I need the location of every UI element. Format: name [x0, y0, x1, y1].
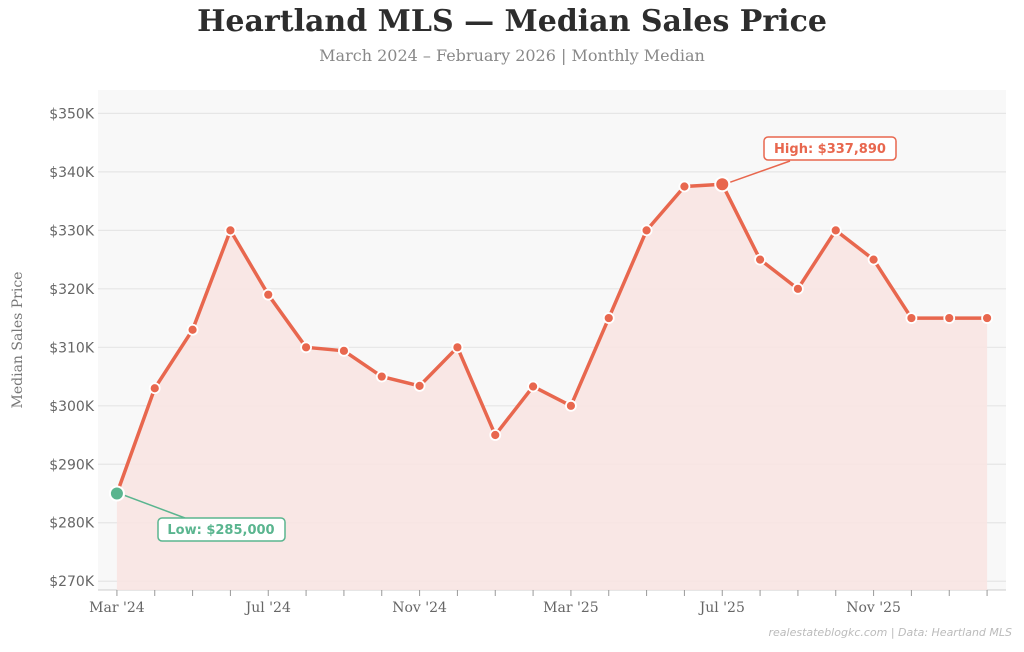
footer-credit: realestateblogkc.com | Data: Heartland M…	[768, 626, 1012, 639]
data-point	[565, 399, 577, 412]
x-tick-label: Jul '24	[244, 600, 291, 616]
data-point	[943, 312, 956, 324]
low-point	[108, 485, 125, 502]
y-axis-label: Median Sales Price	[10, 272, 26, 409]
x-tick-label: Mar '25	[543, 600, 599, 616]
low-label-box	[157, 517, 286, 542]
data-point	[792, 282, 804, 295]
y-tick-label: $310K	[49, 340, 95, 356]
data-point	[527, 380, 539, 393]
y-tick-label: $280K	[49, 516, 95, 532]
y-tick-label: $350K	[49, 106, 95, 122]
high-point	[714, 176, 731, 193]
data-point	[640, 224, 653, 237]
y-tick-label: $290K	[49, 457, 95, 473]
data-point	[148, 382, 161, 395]
data-point	[905, 312, 918, 324]
data-point	[451, 341, 464, 354]
data-point	[262, 288, 275, 301]
y-tick-label: $330K	[49, 223, 95, 239]
chart-title: Heartland MLS — Median Sales Price	[197, 4, 827, 39]
high-label: High: $337,890	[774, 142, 886, 157]
data-point	[489, 429, 502, 441]
data-point	[300, 341, 312, 354]
data-point	[867, 253, 880, 266]
series-line	[115, 182, 988, 495]
data-point	[413, 380, 426, 392]
chart-subtitle: March 2024 – February 2026 | Monthly Med…	[319, 46, 705, 65]
x-tick-label: Nov '25	[846, 600, 901, 616]
data-point	[678, 180, 691, 193]
x-tick-label: Nov '24	[392, 600, 447, 616]
data-point	[186, 323, 199, 336]
x-tick-label: Jul '25	[698, 600, 745, 616]
data-point	[981, 312, 993, 324]
low-label: Low: $285,000	[167, 523, 274, 538]
low-arrow	[124, 494, 186, 519]
y-tick-label: $320K	[49, 282, 95, 298]
data-point	[375, 370, 388, 383]
x-tick-label: Mar '24	[89, 600, 145, 616]
y-tick-label: $300K	[49, 399, 95, 415]
high-arrow	[729, 160, 791, 183]
y-tick-label: $340K	[49, 165, 95, 181]
high-label-box	[763, 136, 897, 161]
data-point	[224, 224, 237, 237]
y-tick-label: $270K	[49, 574, 95, 590]
area-fill	[116, 184, 988, 591]
data-point	[602, 312, 615, 324]
data-point	[338, 344, 350, 357]
data-point	[754, 253, 766, 266]
data-point	[829, 224, 842, 237]
